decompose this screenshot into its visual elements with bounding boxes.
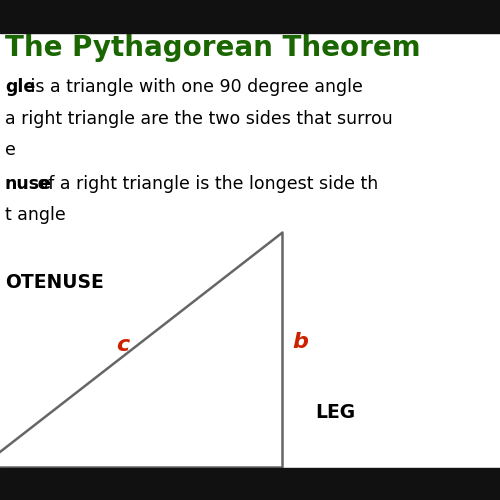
Text: a right triangle are the two sides that surrou: a right triangle are the two sides that … xyxy=(5,110,393,128)
Text: LEG: LEG xyxy=(315,403,355,422)
Text: t angle: t angle xyxy=(5,206,66,224)
Text: is a triangle with one 90 degree angle: is a triangle with one 90 degree angle xyxy=(25,78,363,96)
Text: c: c xyxy=(116,335,129,355)
Text: gle: gle xyxy=(5,78,35,96)
Text: e: e xyxy=(5,141,16,159)
Text: b: b xyxy=(292,332,308,352)
Text: OTENUSE: OTENUSE xyxy=(5,273,104,292)
Text: nuse: nuse xyxy=(5,175,52,193)
Text: The Pythagorean Theorem: The Pythagorean Theorem xyxy=(5,34,420,62)
Text: of a right triangle is the longest side th: of a right triangle is the longest side … xyxy=(32,175,379,193)
